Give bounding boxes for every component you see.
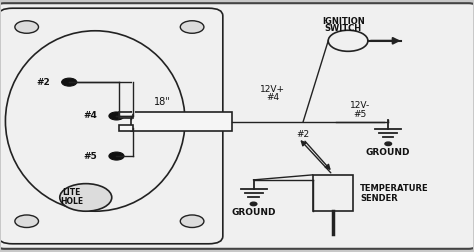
Text: #4: #4 — [266, 93, 279, 102]
Circle shape — [15, 215, 38, 228]
Bar — [313, 175, 353, 211]
Circle shape — [60, 184, 112, 211]
Circle shape — [109, 152, 124, 160]
Circle shape — [385, 142, 392, 146]
Text: IGNITION: IGNITION — [322, 17, 365, 26]
Circle shape — [180, 21, 204, 33]
Text: #2: #2 — [36, 78, 50, 87]
Text: GROUND: GROUND — [231, 208, 276, 217]
Text: TEMPERATURE: TEMPERATURE — [360, 183, 428, 193]
Circle shape — [109, 112, 124, 120]
Bar — [131, 112, 232, 131]
Circle shape — [328, 30, 368, 51]
Text: SWITCH: SWITCH — [325, 24, 362, 33]
FancyBboxPatch shape — [0, 3, 474, 249]
Bar — [119, 125, 133, 131]
Text: HOLE: HOLE — [60, 197, 83, 206]
Text: 12V+: 12V+ — [260, 84, 285, 93]
Circle shape — [15, 21, 38, 33]
Bar — [119, 112, 133, 118]
FancyBboxPatch shape — [0, 8, 223, 244]
Text: #5: #5 — [83, 151, 97, 161]
Text: SENDER: SENDER — [360, 194, 398, 203]
Circle shape — [180, 215, 204, 228]
Text: GROUND: GROUND — [366, 148, 410, 157]
Text: LITE: LITE — [63, 188, 81, 197]
Circle shape — [62, 78, 77, 86]
Text: 18": 18" — [154, 97, 171, 107]
Circle shape — [250, 202, 257, 206]
Text: #5: #5 — [353, 110, 366, 119]
Text: #2: #2 — [297, 130, 310, 139]
Text: #4: #4 — [83, 111, 98, 120]
Text: 12V-: 12V- — [350, 101, 370, 110]
Ellipse shape — [5, 31, 185, 211]
